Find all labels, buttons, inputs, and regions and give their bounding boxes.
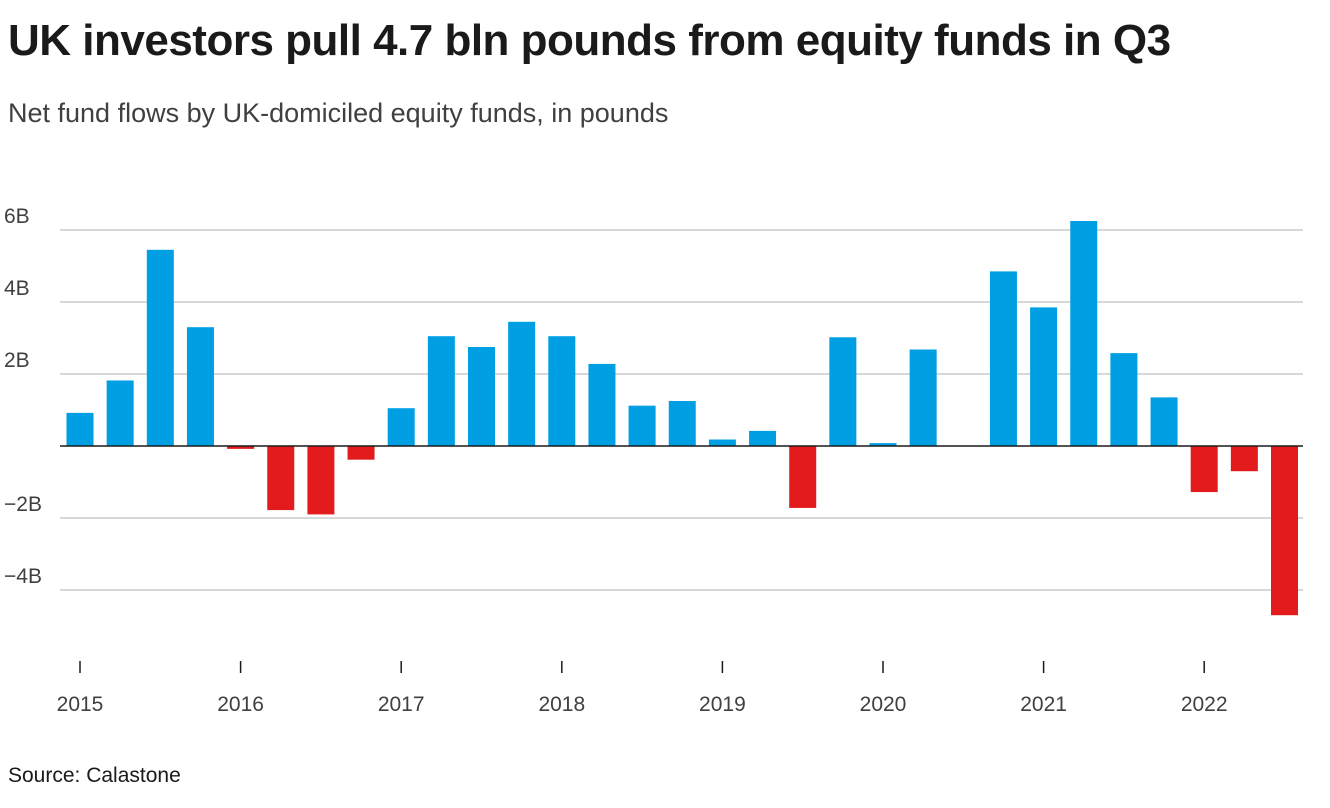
x-tick-label: 2019 (699, 693, 746, 716)
bar (146, 249, 174, 446)
bar (668, 401, 696, 446)
bar (789, 446, 817, 508)
chart-subtitle: Net fund flows by UK-domiciled equity fu… (8, 98, 669, 128)
bar (66, 412, 94, 446)
bar (1230, 446, 1258, 472)
bar-chart: 6B 4B 2B −2B −4B 2015 2016 2017 2018 2019 2020 202… (4, 205, 1303, 716)
bar (106, 380, 134, 446)
bar (1271, 446, 1298, 616)
x-tick-label: 2020 (860, 693, 907, 716)
x-tick-label: 2021 (1020, 693, 1067, 716)
bar (347, 446, 375, 460)
bar (628, 405, 656, 446)
y-tick-label: 2B (4, 349, 30, 372)
bar (387, 408, 415, 446)
bar (869, 443, 897, 446)
y-axis-labels: 6B 4B 2B −2B −4B (4, 205, 42, 588)
y-tick-label: 4B (4, 277, 30, 300)
x-tick-label: 2018 (538, 693, 585, 716)
bars (66, 221, 1298, 616)
bar (427, 336, 455, 446)
bar (708, 439, 736, 446)
chart-title: UK investors pull 4.7 bln pounds from eq… (8, 16, 1171, 65)
bar (508, 321, 536, 446)
bar (1030, 307, 1058, 446)
y-tick-label: −2B (4, 493, 42, 516)
bar (267, 446, 295, 511)
bar (588, 363, 616, 446)
bar (989, 271, 1017, 446)
bar (749, 430, 777, 446)
bar (227, 446, 255, 449)
bar (1190, 446, 1218, 493)
bar (1150, 397, 1178, 446)
x-tick-label: 2022 (1181, 693, 1228, 716)
bar (307, 446, 335, 515)
bar (548, 336, 576, 446)
x-tick-label: 2016 (217, 693, 264, 716)
bar (1070, 221, 1098, 446)
bar (829, 337, 857, 446)
x-axis: 2015 2016 2017 2018 2019 2020 2021 2022 (57, 661, 1228, 716)
x-tick-label: 2017 (378, 693, 425, 716)
bar (1110, 353, 1138, 446)
y-tick-label: 6B (4, 205, 30, 228)
x-tick-label: 2015 (57, 693, 104, 716)
bar (909, 349, 937, 446)
source-note: Source: Calastone (8, 764, 181, 787)
bar (468, 347, 495, 446)
bar (186, 327, 214, 446)
y-tick-label: −4B (4, 565, 42, 588)
